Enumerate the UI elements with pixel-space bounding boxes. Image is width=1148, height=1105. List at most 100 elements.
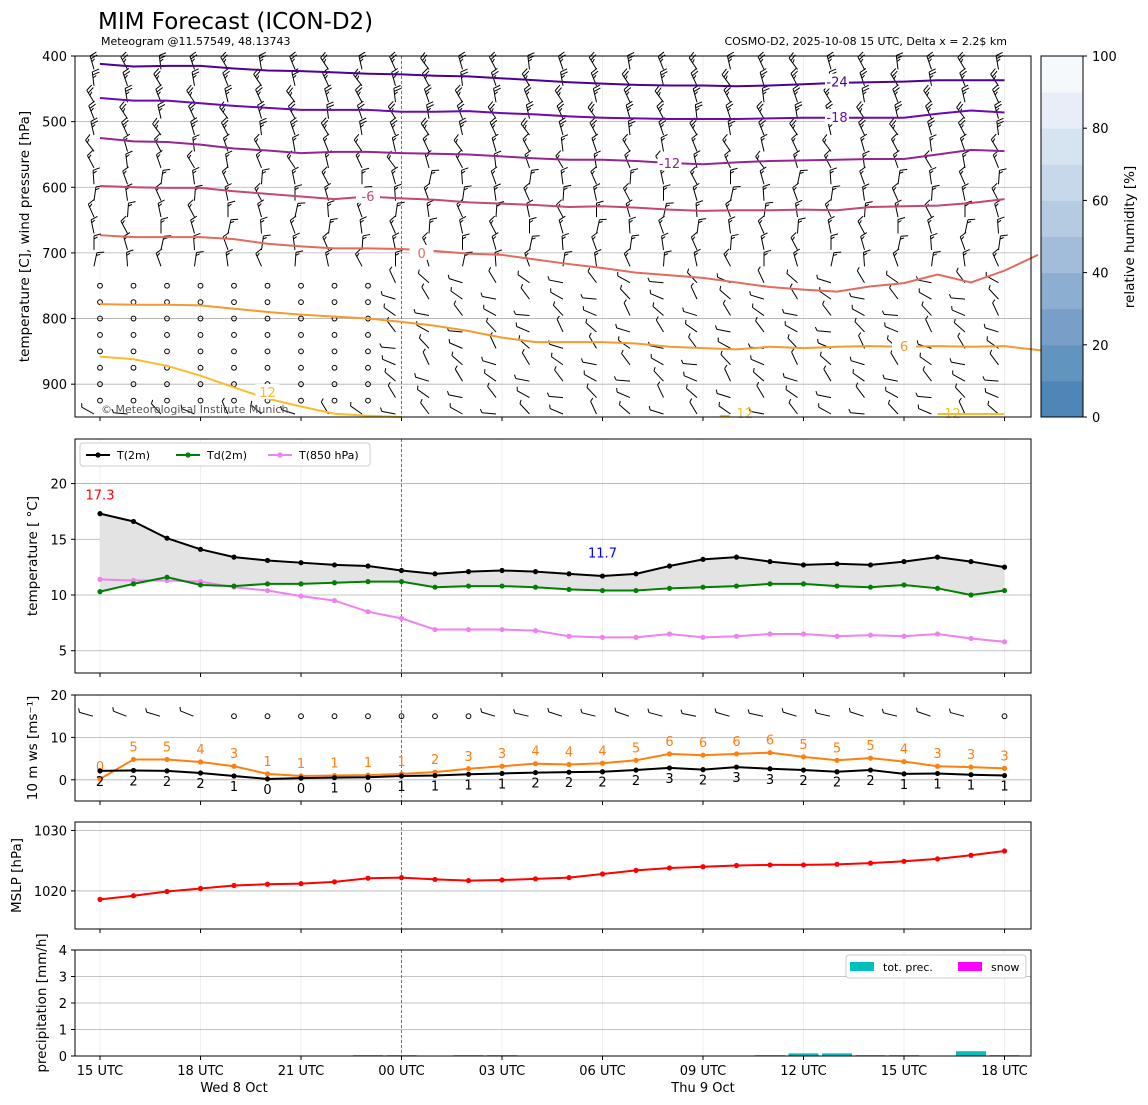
data-point [331,597,338,604]
wind-barb [915,392,932,399]
wind-barb [685,319,698,333]
extreme-label: 17.3 [86,489,115,504]
data-point [867,562,874,568]
value-label: 3 [933,747,941,762]
value-label: 0 [263,783,271,798]
wind-barb [750,355,765,366]
wind-barb [287,100,296,119]
wind-barb [623,84,632,103]
calm-marker [197,332,204,338]
wind-barb [949,358,966,366]
isotherm-line [99,184,1005,212]
wind-barb [493,150,502,168]
colorbar-cell [1041,272,1083,310]
wind-barb [988,284,999,300]
data-point [164,574,170,580]
data-point [599,871,606,877]
wind-barb [389,266,396,283]
data-point [197,759,204,765]
wind-barb [761,85,770,103]
wind-barb [111,408,128,415]
data-point [800,562,807,568]
wind-barb [616,388,631,399]
wind-barb [222,133,230,152]
wind-barb [894,101,903,119]
wind-barb [289,215,297,234]
data-point [666,751,673,757]
wind-barb [286,84,296,103]
data-point [331,879,338,885]
wind-barb [325,248,333,267]
wind-barb [462,233,470,250]
data-point [700,752,706,758]
data-point [599,760,606,766]
calm-marker [197,348,204,355]
precip-bar [822,1053,852,1056]
data-point [934,763,941,769]
wind-barb [423,182,431,201]
value-label: 2 [598,776,606,791]
data-point [398,773,405,779]
wind-barb [789,283,798,300]
data-point [934,631,941,637]
wind-barb [122,166,129,185]
wind-barb [818,403,832,415]
wind-barb [722,299,731,316]
wind-barb [931,250,941,267]
dewpoint-spread-area [100,513,1005,595]
wind-barb [90,117,99,136]
wind-barb [647,277,664,284]
wind-barb [414,373,430,382]
wind-barb [417,269,430,284]
data-point [432,876,438,883]
x-tick-label: 03 UTC [479,1064,525,1079]
extreme-label: 11.7 [588,547,617,562]
calm-marker [164,315,170,322]
wind-barb [959,133,967,152]
y-tick-label: 900 [42,378,67,393]
wind-barb [550,288,564,300]
calm-marker [264,713,271,720]
wind-barb [990,133,999,152]
wind-barb [690,232,698,251]
wind-barb [526,199,534,218]
wind-barb [291,166,299,185]
calm-marker [97,332,103,338]
precip-bar [788,1053,819,1056]
wind-barb [355,150,363,169]
y-axis-label: temperature [C], wind pressure [hPa] [17,111,33,362]
x-tick-label: 00 UTC [378,1064,424,1079]
data-point [599,587,606,594]
calm-marker [298,315,304,322]
wind-barb [393,85,402,103]
wind-barb [722,133,731,152]
wind-barb [589,117,597,136]
wind-barb [395,249,403,267]
isotherm-line [99,355,402,418]
wind-barb [760,133,768,152]
data-point [298,593,304,599]
data-point [633,587,639,594]
wind-barb [580,294,597,300]
wind-barb [629,168,639,185]
wind-barb [954,383,966,398]
calm-marker [264,332,271,338]
wind-barb [421,283,430,300]
wind-barb [686,268,698,284]
wind-barb [791,133,798,152]
wind-barb [897,217,906,234]
wind-barb [324,84,332,103]
wind-barb [923,84,932,103]
wind-barb [585,318,597,333]
panel-frame [74,821,1032,930]
wind-barb [613,376,631,382]
wind-barb [848,408,865,415]
value-label: 3 [464,750,472,765]
series-line [99,576,1005,597]
data-point [733,764,740,770]
wind-barb [693,248,701,267]
series-line [99,578,1005,643]
colorbar-cell [1041,344,1083,382]
data-point [599,634,606,640]
